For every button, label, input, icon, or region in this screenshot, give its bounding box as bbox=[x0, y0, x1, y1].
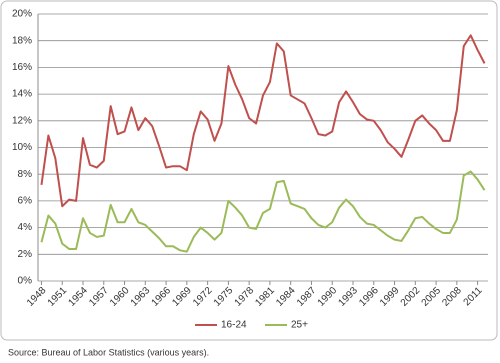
y-tick-label: 4% bbox=[18, 222, 33, 233]
legend-label: 16-24 bbox=[221, 320, 247, 331]
y-tick-label: 12% bbox=[12, 115, 32, 126]
series-line bbox=[40, 34, 486, 208]
series-line bbox=[40, 170, 486, 253]
y-tick-label: 14% bbox=[12, 89, 32, 100]
source-note: Source: Bureau of Labor Statistics (vari… bbox=[8, 347, 209, 357]
y-tick-label: 18% bbox=[12, 35, 32, 46]
y-tick-label: 2% bbox=[18, 249, 33, 260]
y-tick-label: 10% bbox=[12, 142, 32, 153]
y-tick-label: 0% bbox=[18, 276, 33, 287]
chart-frame bbox=[0, 0, 498, 341]
legend-label: 25+ bbox=[291, 320, 308, 331]
y-tick-label: 20% bbox=[12, 9, 32, 20]
y-tick-label: 6% bbox=[18, 196, 33, 207]
y-tick-label: 8% bbox=[18, 169, 33, 180]
y-tick-label: 16% bbox=[12, 62, 32, 73]
